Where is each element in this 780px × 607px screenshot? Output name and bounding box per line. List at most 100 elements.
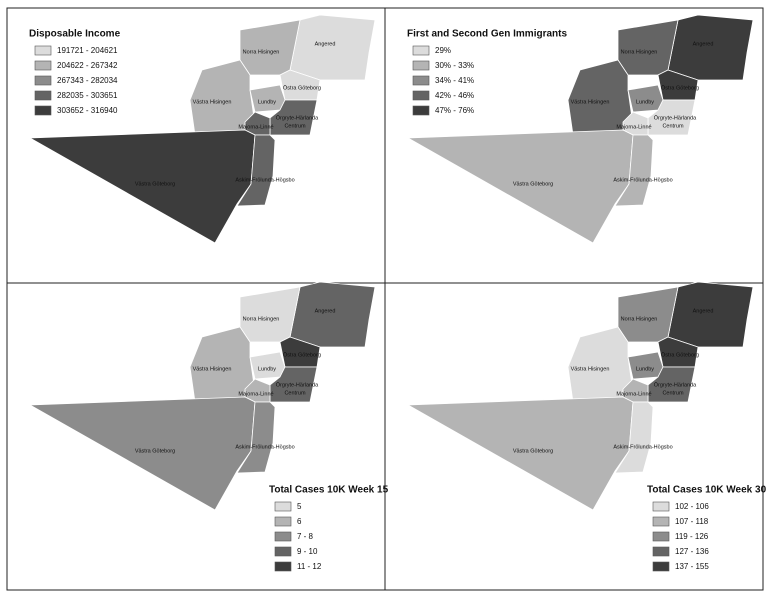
legend-swatch bbox=[412, 90, 430, 101]
district-label: Västra Hisingen bbox=[193, 99, 232, 105]
legend-title: First and Second Gen Immigrants bbox=[407, 29, 567, 40]
district-label: Östra Göteborg bbox=[283, 351, 321, 358]
map: Angered Norra Hisingen Västra Hisingen Östr… bbox=[406, 281, 754, 511]
district-label: Norra Hisingen bbox=[243, 49, 280, 55]
district-label: Majorna-Linné bbox=[238, 391, 273, 397]
district bbox=[614, 134, 654, 207]
district-label: Norra Hisingen bbox=[621, 49, 658, 55]
legend-label: 282035 - 303651 bbox=[57, 91, 118, 100]
legend-label: 204622 - 267342 bbox=[57, 61, 118, 70]
district-label: Östra Göteborg bbox=[661, 84, 699, 91]
legend-label: 9 - 10 bbox=[297, 547, 318, 556]
legend-swatch bbox=[34, 75, 52, 86]
district bbox=[236, 134, 276, 207]
district bbox=[657, 69, 699, 101]
district-label: Lundby bbox=[636, 366, 654, 372]
district-label: Majorna-Linné bbox=[238, 124, 273, 130]
district-label: Örgryte-Härlanda bbox=[654, 114, 697, 121]
legend-label: 191721 - 204621 bbox=[57, 46, 118, 55]
legend-label: 267343 - 282034 bbox=[57, 76, 118, 85]
legend-label: 107 - 118 bbox=[675, 517, 709, 526]
district-label: Östra Göteborg bbox=[283, 84, 321, 91]
district-label: Norra Hisingen bbox=[243, 316, 280, 322]
district-label: Västra Göteborg bbox=[135, 181, 175, 187]
legend-title: Disposable Income bbox=[29, 29, 121, 40]
legend: First and Second Gen Immigrants 29% 30% - … bbox=[407, 29, 567, 116]
legend-label: 11 - 12 bbox=[297, 562, 322, 571]
legend-swatch bbox=[274, 561, 292, 572]
legend-swatch bbox=[34, 105, 52, 116]
map-panel: Angered Norra Hisingen Västra Hisingen Östr… bbox=[384, 7, 764, 284]
district-label: Örgryte-Härlanda bbox=[276, 114, 319, 121]
legend-swatch bbox=[652, 501, 670, 512]
map-panel: Angered Norra Hisingen Västra Hisingen Östr… bbox=[384, 281, 767, 591]
legend-swatch bbox=[412, 60, 430, 71]
district bbox=[239, 286, 301, 343]
district bbox=[236, 401, 276, 474]
legend-title: Total Cases 10K Week 30 bbox=[647, 485, 767, 496]
legend-swatch bbox=[652, 516, 670, 527]
map-panel: Angered Norra Hisingen Västra Hisingen Östr… bbox=[6, 281, 389, 591]
district-label: Norra Hisingen bbox=[621, 316, 658, 322]
district-label: Västra Göteborg bbox=[513, 448, 553, 454]
legend-label: 42% - 46% bbox=[435, 91, 474, 100]
legend-swatch bbox=[412, 45, 430, 56]
district-label: Majorna-Linné bbox=[616, 391, 651, 397]
district-label: Örgryte-Härlanda bbox=[276, 381, 319, 388]
district-label: Angered bbox=[693, 308, 714, 314]
legend-swatch bbox=[274, 516, 292, 527]
legend-label: 34% - 41% bbox=[435, 76, 474, 85]
district-label: Majorna-Linné bbox=[616, 124, 651, 130]
legend-swatch bbox=[274, 501, 292, 512]
legend: Total Cases 10K Week 30 102 - 106 107 - 11… bbox=[647, 485, 767, 572]
legend-swatch bbox=[652, 546, 670, 557]
legend-label: 30% - 33% bbox=[435, 61, 474, 70]
legend-swatch bbox=[274, 531, 292, 542]
district-label: Västra Hisingen bbox=[571, 366, 610, 372]
district-label: Västra Hisingen bbox=[193, 366, 232, 372]
district-label: Centrum bbox=[662, 390, 684, 396]
legend-label: 137 - 155 bbox=[675, 562, 709, 571]
district-label: Angered bbox=[315, 41, 336, 47]
district bbox=[617, 286, 679, 343]
legend-swatch bbox=[274, 546, 292, 557]
legend-swatch bbox=[412, 105, 430, 116]
legend-label: 47% - 76% bbox=[435, 106, 474, 115]
legend-swatch bbox=[652, 561, 670, 572]
legend-swatch bbox=[34, 90, 52, 101]
legend-label: 7 - 8 bbox=[297, 532, 314, 541]
district bbox=[279, 69, 321, 101]
district-label: Örgryte-Härlanda bbox=[654, 381, 697, 388]
district bbox=[289, 14, 376, 81]
legend-swatch bbox=[412, 75, 430, 86]
legend-swatch bbox=[34, 60, 52, 71]
legend-label: 5 bbox=[297, 502, 302, 511]
map: Angered Norra Hisingen Västra Hisingen Östr… bbox=[28, 281, 376, 511]
legend-label: 119 - 126 bbox=[675, 532, 709, 541]
district bbox=[279, 336, 321, 368]
district bbox=[289, 281, 376, 348]
district-label: Angered bbox=[315, 308, 336, 314]
legend-swatch bbox=[34, 45, 52, 56]
district-label: Askim-Frölunda-Högsbo bbox=[235, 444, 294, 450]
panel-border bbox=[384, 282, 764, 591]
legend-label: 303652 - 316940 bbox=[57, 106, 118, 115]
map: Angered Norra Hisingen Västra Hisingen Östr… bbox=[28, 14, 376, 244]
district-label: Lundby bbox=[258, 99, 276, 105]
district bbox=[239, 19, 301, 76]
district-label: Askim-Frölunda-Högsbo bbox=[235, 177, 294, 183]
district-label: Centrum bbox=[284, 390, 306, 396]
district-label: Östra Göteborg bbox=[661, 351, 699, 358]
map-panel: Angered Norra Hisingen Västra Hisingen Östr… bbox=[6, 7, 386, 284]
district bbox=[617, 19, 679, 76]
district bbox=[667, 281, 754, 348]
map: Angered Norra Hisingen Västra Hisingen Östr… bbox=[406, 14, 754, 244]
legend-title: Total Cases 10K Week 15 bbox=[269, 485, 389, 496]
district bbox=[657, 336, 699, 368]
district-label: Askim-Frölunda-Högsbo bbox=[613, 444, 672, 450]
district-label: Askim-Frölunda-Högsbo bbox=[613, 177, 672, 183]
district-label: Västra Göteborg bbox=[135, 448, 175, 454]
legend-swatch bbox=[652, 531, 670, 542]
legend: Total Cases 10K Week 15 5 6 7 - 8 9 - 10 11 -… bbox=[269, 485, 389, 572]
